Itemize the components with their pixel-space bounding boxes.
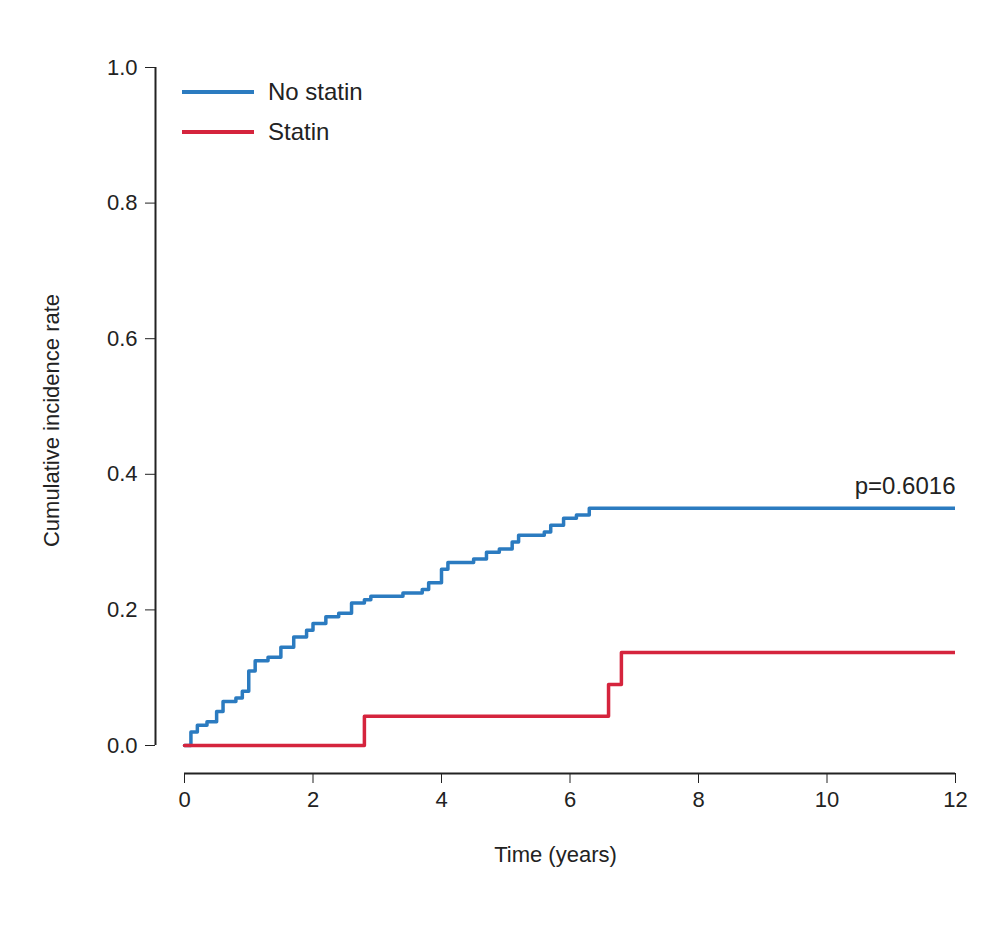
html-text:Statin: Statin xyxy=(268,118,330,145)
svg-text:1.0: 1.0 xyxy=(107,55,138,80)
svg-text:10: 10 xyxy=(815,787,839,812)
html-text:No statin: No statin xyxy=(268,78,363,105)
svg-text:0.0: 0.0 xyxy=(107,733,138,758)
svg-text:0.4: 0.4 xyxy=(107,461,138,486)
svg-text:p=0.6016: p=0.6016 xyxy=(855,472,956,499)
svg-text:0.8: 0.8 xyxy=(107,190,138,215)
svg-text:Cumulative incidence rate: Cumulative incidence rate xyxy=(39,294,64,547)
svg-text:4: 4 xyxy=(435,787,447,812)
svg-text:2: 2 xyxy=(307,787,319,812)
svg-text:8: 8 xyxy=(692,787,704,812)
svg-text:0.2: 0.2 xyxy=(107,597,138,622)
svg-text:0: 0 xyxy=(178,787,190,812)
svg-text:12: 12 xyxy=(943,787,967,812)
svg-text:Time (years): Time (years) xyxy=(494,842,617,867)
svg-text:6: 6 xyxy=(564,787,576,812)
svg-text:0.6: 0.6 xyxy=(107,326,138,351)
